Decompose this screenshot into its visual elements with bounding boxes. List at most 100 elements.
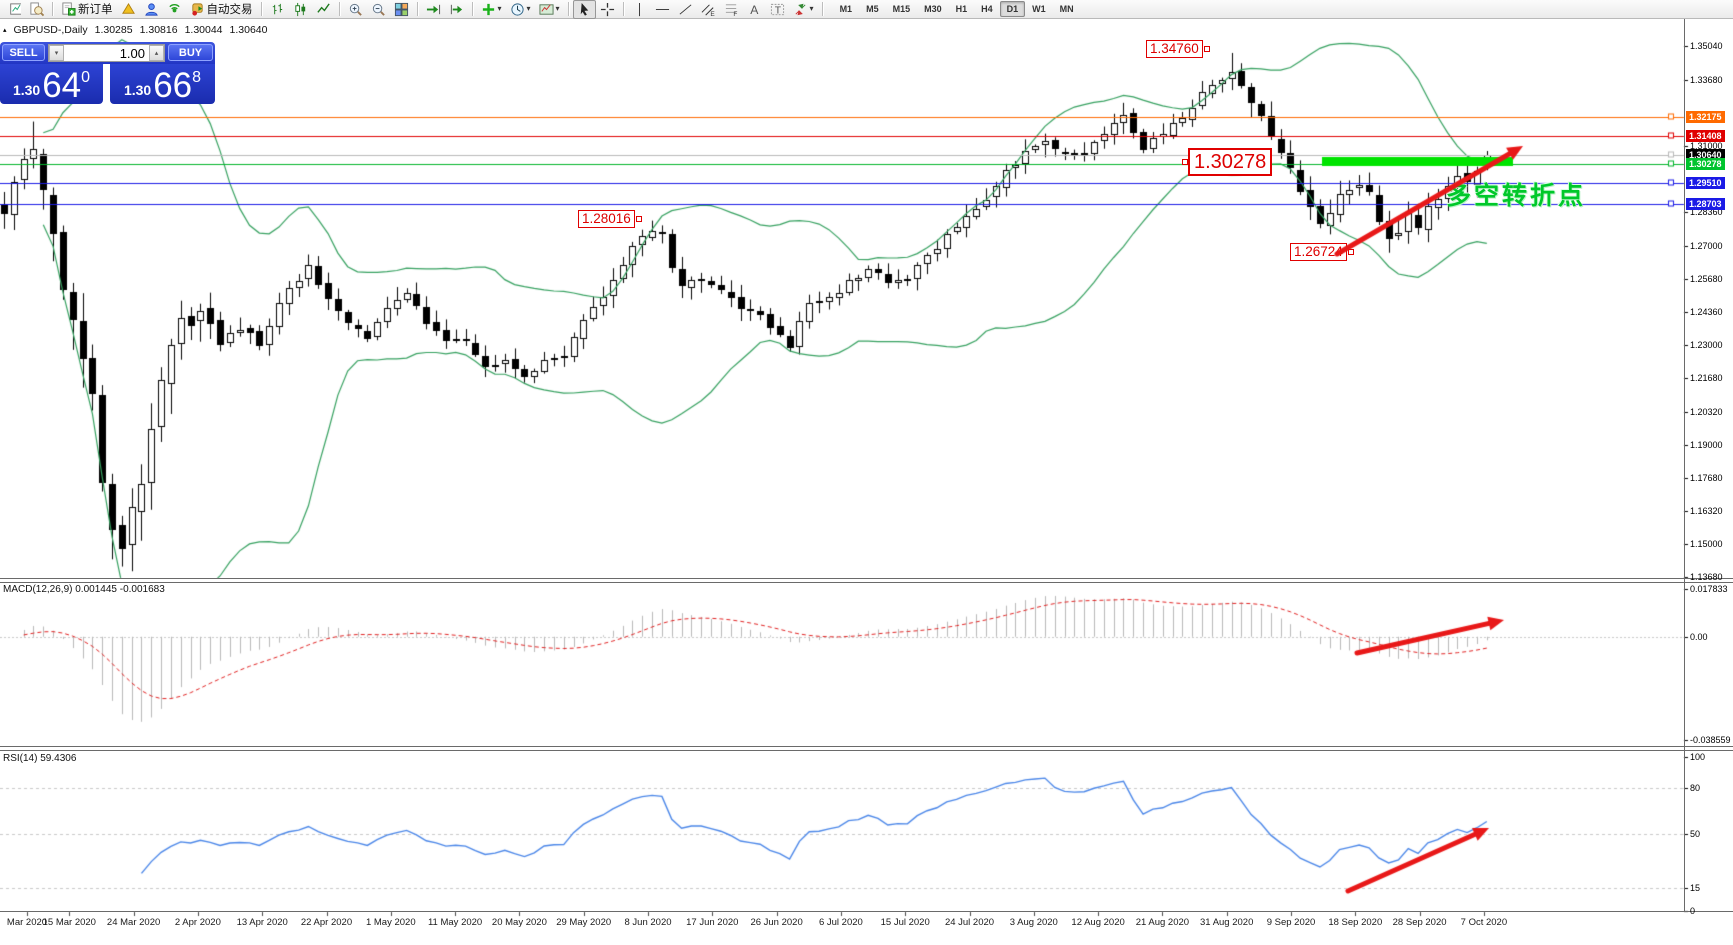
preview-icon[interactable] [25, 0, 48, 19]
date-label: 21 Aug 2020 [1135, 917, 1190, 928]
vline-icon[interactable] [628, 0, 651, 19]
crosshair-icon[interactable] [596, 0, 619, 19]
community-icon[interactable] [140, 0, 163, 19]
autotrading-button[interactable]: 自动交易 [186, 0, 257, 19]
date-label: 9 Sep 2020 [1266, 917, 1316, 928]
price-axis-tick: 1.23000 [1690, 340, 1723, 351]
toolbar-separator [52, 2, 53, 16]
line-chart-icon[interactable] [312, 0, 335, 19]
candlestick-chart-icon[interactable] [289, 0, 312, 19]
text-icon[interactable]: A [743, 0, 766, 19]
chart-shift-icon[interactable] [445, 0, 468, 19]
channel-icon[interactable]: E [697, 0, 720, 19]
date-label: 26 Jun 2020 [750, 917, 803, 928]
timeframe-m5-button[interactable]: M5 [866, 4, 879, 14]
timeframe-m15-button[interactable]: M15 [892, 4, 911, 14]
toolbar-separator [338, 2, 340, 16]
chart-window-icon[interactable] [2, 0, 25, 19]
buy-price-sup: 8 [192, 69, 202, 86]
sell-price-prefix: 1.30 [12, 82, 41, 98]
toolbar-separator [416, 2, 418, 16]
metaeditor-icon[interactable] [117, 0, 140, 19]
chart-template-icon[interactable]: ▾ [535, 0, 564, 19]
rsi-axis-tick: 50 [1690, 829, 1701, 839]
volume-decrease-button[interactable]: ▾ [49, 45, 64, 61]
bar-chart-icon[interactable] [266, 0, 289, 19]
toolbar-separator [471, 2, 473, 16]
trade-panel-top: SELL ▾ 1.00 ▴ BUY [0, 42, 215, 64]
zoom-out-icon[interactable] [367, 0, 390, 19]
signals-icon[interactable] [163, 0, 186, 19]
sell-button[interactable]: SELL [2, 44, 45, 61]
buy-button[interactable]: BUY [168, 44, 213, 61]
date-label: 12 Aug 2020 [1071, 917, 1125, 928]
date-label: 7 Oct 2020 [1460, 917, 1508, 928]
svg-text:E: E [710, 11, 715, 17]
date-label: 28 Sep 2020 [1392, 917, 1447, 928]
periods-icon[interactable]: ▾ [506, 0, 535, 19]
volume-input[interactable]: 1.00 [119, 46, 145, 61]
fibonacci-icon[interactable]: F [720, 0, 743, 19]
timeframe-bar: M1 M5 M15 M30 H1 H4 D1 W1 MN [833, 1, 1081, 17]
tile-windows-icon[interactable] [390, 0, 413, 19]
price-axis-tick: 1.15000 [1690, 539, 1723, 550]
timeframe-w1-button[interactable]: W1 [1032, 4, 1046, 14]
label-icon[interactable]: T [766, 0, 789, 19]
timeframe-h1-button[interactable]: H1 [955, 4, 968, 14]
price-axis-tick: 1.19000 [1690, 439, 1723, 450]
price-annotation-tag[interactable]: 1.26724 [1290, 243, 1354, 261]
svg-text:F: F [733, 11, 737, 17]
price-axis-tick: 1.21680 [1690, 373, 1723, 384]
macd-axis-tick: -0.038559 [1690, 735, 1731, 745]
price-axis-tick: 1.24360 [1690, 306, 1723, 317]
price-annotation-tag[interactable]: 1.28016 [578, 210, 642, 228]
rsi-axis-tick: 80 [1690, 782, 1701, 793]
zoom-in-icon[interactable] [344, 0, 367, 19]
new-order-button[interactable]: 新订单 [57, 0, 117, 19]
sell-price-big: 64 [42, 66, 82, 106]
indicators-icon[interactable]: ▾ [477, 0, 506, 19]
timeframe-d1-button[interactable]: D1 [999, 1, 1026, 17]
price-axis-tick: 1.16320 [1690, 506, 1723, 517]
timeframe-mn-button[interactable]: MN [1059, 4, 1074, 14]
volume-increase-button[interactable]: ▴ [149, 45, 164, 61]
date-label: 24 Jul 2020 [944, 917, 995, 928]
buy-price-display[interactable]: 1.30 66 8 [110, 64, 215, 104]
price-axis-tick: 1.13680 [1690, 572, 1723, 582]
date-label: 20 May 2020 [491, 917, 547, 928]
one-click-trading-panel: SELL ▾ 1.00 ▴ BUY 1.30 64 0 1.30 66 8 [0, 42, 215, 104]
cursor-icon[interactable] [572, 0, 596, 19]
volume-stepper[interactable]: ▾ 1.00 ▴ [48, 44, 165, 62]
price-annotation-tag[interactable]: 1.30278 [1181, 148, 1273, 176]
timeframe-m1-button[interactable]: M1 [839, 4, 853, 14]
toolbar-separator [567, 2, 569, 16]
date-label: 22 Apr 2020 [300, 917, 353, 928]
timeframe-m30-button[interactable]: M30 [924, 4, 942, 14]
date-label: 31 Aug 2020 [1200, 917, 1254, 928]
hline-icon[interactable] [651, 0, 674, 19]
date-label: 24 Mar 2020 [106, 917, 161, 928]
price-level-badge: 1.30278 [1686, 158, 1725, 171]
price-axis-tick: 1.35040 [1690, 41, 1723, 51]
trendline-icon[interactable] [674, 0, 697, 19]
date-label: 15 Mar 2020 [42, 917, 96, 928]
date-label: 1 May 2020 [365, 917, 416, 928]
price-annotation-tag[interactable]: 1.34760 [1146, 40, 1210, 58]
macd-axis-tick: 0.00 [1690, 631, 1708, 642]
rsi-axis-tick: 100 [1690, 752, 1706, 762]
timeframe-h4-button[interactable]: H4 [981, 4, 993, 14]
date-label: 15 Jul 2020 [880, 917, 930, 928]
date-label: 18 Sep 2020 [1328, 917, 1383, 928]
date-label: Mar 2020 [6, 917, 48, 928]
toolbar: 新订单 自动交易 ▾ ▾ ▾ E F A T ▾ M1 M5 M15 M30 H1 H4 D1 W1 MN [0, 0, 1733, 19]
sell-price-display[interactable]: 1.30 64 0 [0, 64, 103, 104]
date-label: 29 May 2020 [556, 917, 612, 928]
chinese-annotation-text[interactable]: 多空转折点 [1446, 182, 1587, 210]
shapes-icon[interactable]: ▾ [789, 0, 818, 19]
price-axis-tick: 1.27000 [1690, 240, 1723, 251]
price-level-badge: 1.31408 [1686, 130, 1725, 143]
auto-scroll-icon[interactable] [422, 0, 445, 19]
price-level-badge: 1.28703 [1686, 197, 1725, 210]
